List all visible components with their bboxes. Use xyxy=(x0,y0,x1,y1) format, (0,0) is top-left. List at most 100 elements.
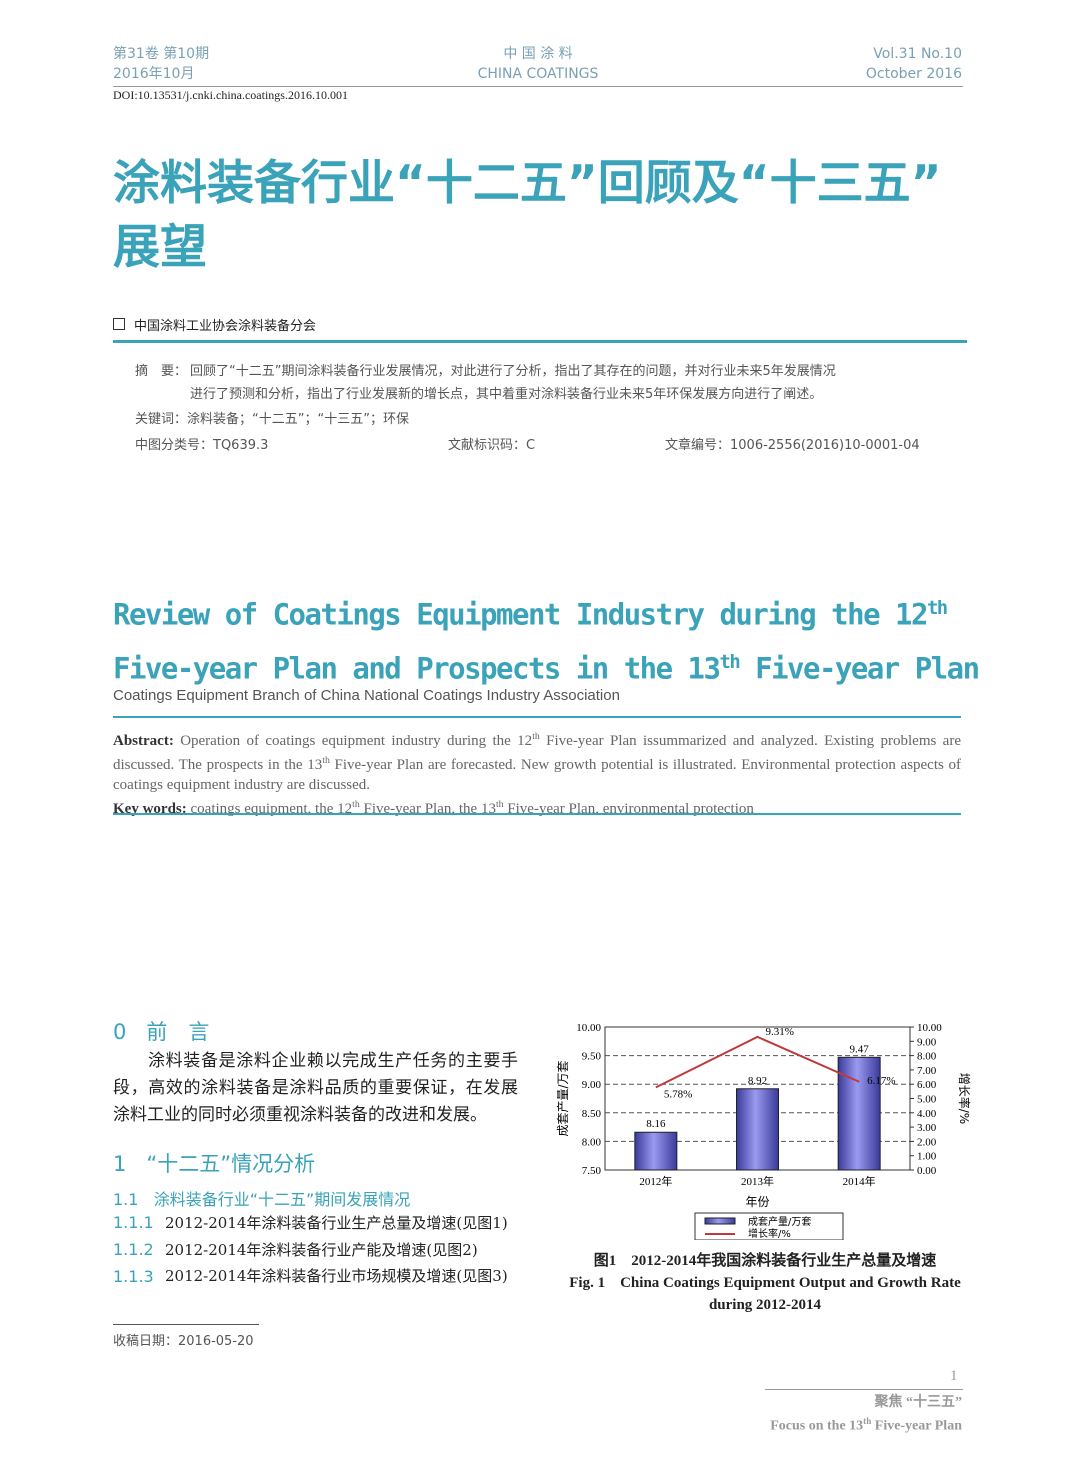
legend-bar-label: 成套产量/万套 xyxy=(748,1215,811,1228)
figure-1-chart: 7.50 8.00 8.50 9.00 9.50 10.00 0.00 1.00 2.00 3.0… xyxy=(556,1022,972,1240)
sup: th xyxy=(495,799,504,810)
header-center: 中 国 涂 料 CHINA COATINGS xyxy=(470,44,606,84)
left-tick-label: 8.50 xyxy=(582,1108,602,1120)
sup: th xyxy=(719,651,740,673)
x-axis-label: 年份 xyxy=(745,1195,769,1209)
footer-cn: 聚焦 “十三五” xyxy=(874,1395,963,1410)
n: 1.1.1 xyxy=(113,1213,154,1232)
right-tick-label: 8.00 xyxy=(917,1051,937,1063)
subsection-item: 1.1.3 2012-2014年涂料装备行业市场规模及增速(见图3) xyxy=(113,1267,518,1290)
legend-bar-swatch xyxy=(704,1217,736,1225)
author-en: Coatings Equipment Branch of China Natio… xyxy=(113,687,620,704)
sup: th xyxy=(926,598,948,619)
subsection-item: 1.1.2 2012-2014年涂料装备行业产能及增速(见图2) xyxy=(113,1240,518,1267)
page-number: 1 xyxy=(950,1368,958,1384)
t: “十二五”情况分析 xyxy=(146,1152,316,1176)
line-data-label: 9.31% xyxy=(766,1026,794,1038)
bar-data-label: 8.92 xyxy=(748,1075,767,1087)
footnote-rule xyxy=(113,1324,259,1325)
t: 涂料装备行业“十二五”期间发展情况 xyxy=(153,1190,411,1209)
title-en-line1: Review of Coatings Equipment Industry du… xyxy=(113,585,979,639)
left-tick-label: 8.00 xyxy=(582,1136,602,1148)
abstract-cn-line1: 回顾了“十二五”期间涂料装备行业发展情况，对此进行了分析，指出了其存在的问题，并… xyxy=(190,364,836,379)
sup: th xyxy=(863,1416,872,1426)
section-0-text: 涂料装备是涂料企业赖以完成生产任务的主要手段，高效的涂料装备是涂料品质的重要保证… xyxy=(113,1051,518,1125)
volume-cn: 第31卷 第10期 xyxy=(113,46,210,62)
footer-rule xyxy=(765,1389,963,1390)
abstract-cn-label: 摘 要： xyxy=(135,364,188,379)
t: Operation of coatings equipment industry… xyxy=(173,733,533,749)
x-tick-label: 2012年 xyxy=(639,1174,672,1188)
n: 1.1 xyxy=(113,1190,139,1209)
rule xyxy=(113,340,967,343)
sup: th xyxy=(532,731,540,742)
abstract-en: Abstract: Operation of coatings equipmen… xyxy=(113,727,961,819)
left-tick-label: 10.00 xyxy=(576,1022,601,1034)
growth-line xyxy=(655,1035,860,1089)
volume-en: Vol.31 No.10 xyxy=(873,46,962,62)
title-cn-line2: 展望 xyxy=(113,220,207,275)
figure-caption: 图1 2012-2014年我国涂料装备行业生产总量及增速 Fig. 1 China… xyxy=(560,1250,970,1316)
sup: th xyxy=(352,799,360,810)
right-tick-label: 6.00 xyxy=(917,1079,937,1091)
t: Five-year Plan xyxy=(871,1418,962,1434)
caption-cn: 图1 2012-2014年我国涂料装备行业生产总量及增速 xyxy=(593,1253,937,1269)
subsection-list: 1.1.1 2012-2014年涂料装备行业生产总量及增速(见图1) 1.1.2 2… xyxy=(113,1213,518,1290)
t: Focus on the 13 xyxy=(770,1418,864,1434)
left-tick-label: 9.50 xyxy=(582,1051,602,1063)
title-cn-line1: 涂料装备行业“十二五”回顾及“十三五” xyxy=(113,156,942,211)
received-date: 收稿日期：2016-05-20 xyxy=(113,1334,254,1349)
n: 1.1.2 xyxy=(113,1240,154,1259)
t: Five-year Plan issummarized and analyzed… xyxy=(113,733,961,773)
t: Five-year Plan xyxy=(739,651,980,686)
y-axis-label-left: 成套产量/万套 xyxy=(556,1060,570,1136)
subsection-item: 1.1.1 2012-2014年涂料装备行业生产总量及增速(见图1) xyxy=(113,1213,518,1240)
right-tick-label: 3.00 xyxy=(917,1122,937,1134)
title-en: Review of Coatings Equipment Industry du… xyxy=(113,585,980,692)
document-code: 文献标识码：C xyxy=(448,438,536,453)
y-axis-label-right: 增长率/% xyxy=(957,1073,972,1124)
square-icon xyxy=(113,318,125,330)
rule xyxy=(113,813,961,815)
t: 2012-2014年涂料装备行业市场规模及增速(见图3) xyxy=(165,1267,508,1285)
legend-line-label: 增长率/% xyxy=(748,1227,791,1240)
footer-en: Focus on the 13th Five-year Plan xyxy=(770,1412,962,1436)
author-cn: 中国涂料工业协会涂料装备分会 xyxy=(134,319,317,334)
title-cn: 涂料装备行业“十二五”回顾及“十三五” 展望 xyxy=(113,152,942,280)
n: 0 xyxy=(113,1020,127,1044)
keywords-cn: 关键词：涂料装备；“十二五”；“十三五”；环保 xyxy=(135,412,409,427)
line-data-label: 5.78% xyxy=(664,1088,692,1100)
rule xyxy=(113,716,961,718)
t: Five-year Plan and Prospects in the 13 xyxy=(113,651,721,686)
t: 前 言 xyxy=(146,1020,210,1044)
right-tick-label: 9.00 xyxy=(917,1036,937,1048)
section-1-1-heading: 1.1 涂料装备行业“十二五”期间发展情况 xyxy=(113,1186,410,1210)
abstract-label: Abstract: xyxy=(113,733,174,749)
caption-en: Fig. 1 China Coatings Equipment Output a… xyxy=(569,1275,961,1313)
sup: th xyxy=(322,755,330,766)
line-data-label: 6.17% xyxy=(867,1075,895,1087)
date-cn: 2016年10月 xyxy=(113,66,195,82)
header-left: 第31卷 第10期 2016年10月 xyxy=(113,44,209,84)
bar-data-label: 9.47 xyxy=(850,1043,870,1055)
right-tick-label: 7.00 xyxy=(917,1065,937,1077)
right-tick-label: 4.00 xyxy=(917,1108,937,1120)
clc-number: 中图分类号：TQ639.3 xyxy=(135,438,269,453)
section-1-heading: 1 “十二五”情况分析 xyxy=(113,1148,315,1178)
left-tick-label: 7.50 xyxy=(582,1165,602,1177)
t: 2012-2014年涂料装备行业生产总量及增速(见图1) xyxy=(165,1214,508,1232)
t: Review of Coatings Equipment Industry du… xyxy=(113,597,928,632)
header-right: Vol.31 No.10 October 2016 xyxy=(866,44,962,84)
date-en: October 2016 xyxy=(865,66,962,82)
header-rule xyxy=(113,86,963,87)
t: 2012-2014年涂料装备行业产能及增速(见图2) xyxy=(165,1241,478,1259)
t: Five-year Plan are forecasted. New growt… xyxy=(113,757,961,793)
bar xyxy=(736,1088,779,1171)
right-tick-label: 1.00 xyxy=(917,1151,937,1163)
journal-cn: 中 国 涂 料 xyxy=(503,46,573,62)
article-number: 文章编号：1006-2556(2016)10-0001-04 xyxy=(665,438,920,453)
abstract-cn-line2: 进行了预测和分析，指出了行业发展新的增长点，其中着重对涂料装备行业未来5年环保发… xyxy=(190,387,823,402)
section-0-heading: 0 前 言 xyxy=(113,1016,209,1046)
bar xyxy=(634,1131,678,1171)
